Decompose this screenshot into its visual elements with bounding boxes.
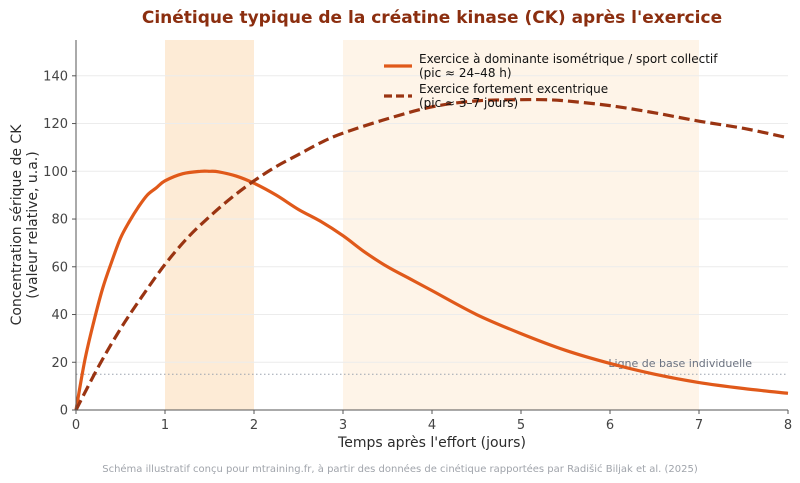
series-line-2 xyxy=(74,97,789,411)
x-tick-label: 2 xyxy=(250,418,258,433)
y-tick-label: 140 xyxy=(43,69,68,84)
x-axis-label: Temps après l'effort (jours) xyxy=(337,435,526,451)
y-tick-label: 40 xyxy=(51,308,68,323)
y-tick-label: 100 xyxy=(43,165,68,180)
x-tick-label: 4 xyxy=(428,418,436,433)
y-tick-label: 80 xyxy=(51,213,68,228)
y-ticks: 0 20 40 60 80 100 120 140 xyxy=(43,69,76,419)
y-tick-label: 60 xyxy=(51,260,68,275)
x-ticks: 0 1 2 3 4 5 6 7 8 xyxy=(72,410,792,433)
y-axis-label-line1: Concentration sérique de CK xyxy=(9,124,25,326)
legend-label-2-line1: Exercice fortement excentrique xyxy=(419,82,608,96)
x-tick-label: 1 xyxy=(161,418,169,433)
shaded-regions xyxy=(165,40,699,410)
y-tick-label: 120 xyxy=(43,117,68,132)
series-lines xyxy=(74,97,789,411)
x-tick-label: 3 xyxy=(339,418,347,433)
x-tick-label: 6 xyxy=(606,418,614,433)
series-line-1 xyxy=(74,169,789,411)
legend: Exercice à dominante isométrique / sport… xyxy=(384,52,718,110)
shaded-region-2 xyxy=(343,40,699,410)
footer-note: Schéma illustratif conçu pour mtraining.… xyxy=(102,463,698,475)
baseline: Ligne de base individuelle xyxy=(76,357,788,375)
baseline-label: Ligne de base individuelle xyxy=(608,357,752,370)
legend-label-2-line2: (pic ≈ 3–7 jours) xyxy=(419,96,518,110)
x-tick-label: 5 xyxy=(517,418,525,433)
y-axis-label: Concentration sérique de CK (valeur rela… xyxy=(9,124,41,326)
x-tick-label: 8 xyxy=(784,418,792,433)
x-tick-label: 7 xyxy=(695,418,703,433)
y-tick-label: 0 xyxy=(60,404,68,419)
y-axis-label-line2: (valeur relative, u.a.) xyxy=(25,151,41,298)
chart-title: Cinétique typique de la créatine kinase … xyxy=(142,8,722,28)
legend-label-1-line2: (pic ≈ 24–48 h) xyxy=(419,66,512,80)
shaded-region-1 xyxy=(165,40,254,410)
legend-label-1-line1: Exercice à dominante isométrique / sport… xyxy=(419,52,718,66)
x-tick-label: 0 xyxy=(72,418,80,433)
y-tick-label: 20 xyxy=(51,356,68,371)
